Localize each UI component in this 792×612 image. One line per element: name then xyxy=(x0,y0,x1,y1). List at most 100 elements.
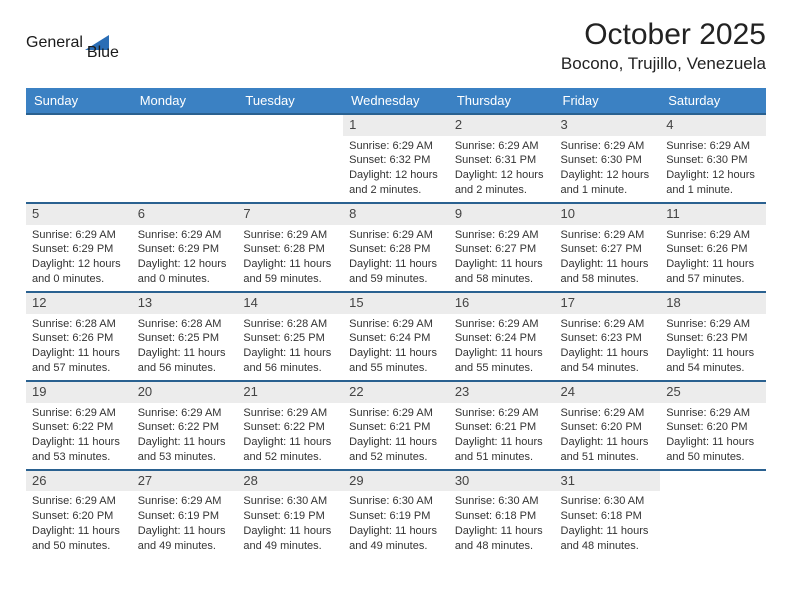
sunrise-line: Sunrise: 6:30 AM xyxy=(243,494,337,509)
daylight-line: Daylight: 11 hours and 51 minutes. xyxy=(455,435,549,465)
day-header: Wednesday xyxy=(343,88,449,114)
day-number: 22 xyxy=(343,382,449,403)
day-number xyxy=(660,471,766,492)
sunset-line: Sunset: 6:20 PM xyxy=(32,509,126,524)
sunrise-line: Sunrise: 6:29 AM xyxy=(561,406,655,421)
day-number: 15 xyxy=(343,293,449,314)
day-number: 12 xyxy=(26,293,132,314)
daylight-line: Daylight: 11 hours and 57 minutes. xyxy=(666,257,760,287)
day-details: Sunrise: 6:30 AMSunset: 6:18 PMDaylight:… xyxy=(555,491,661,557)
day-details: Sunrise: 6:29 AMSunset: 6:27 PMDaylight:… xyxy=(449,225,555,291)
day-number: 11 xyxy=(660,204,766,225)
day-number: 30 xyxy=(449,471,555,492)
daylight-line: Daylight: 12 hours and 2 minutes. xyxy=(349,168,443,198)
calendar-cell: 23Sunrise: 6:29 AMSunset: 6:21 PMDayligh… xyxy=(449,381,555,470)
day-number: 19 xyxy=(26,382,132,403)
sunrise-line: Sunrise: 6:29 AM xyxy=(138,494,232,509)
calendar-cell xyxy=(132,114,238,203)
sunset-line: Sunset: 6:32 PM xyxy=(349,153,443,168)
day-number: 2 xyxy=(449,115,555,136)
day-number: 5 xyxy=(26,204,132,225)
calendar-cell: 11Sunrise: 6:29 AMSunset: 6:26 PMDayligh… xyxy=(660,203,766,292)
day-header: Sunday xyxy=(26,88,132,114)
day-details: Sunrise: 6:29 AMSunset: 6:20 PMDaylight:… xyxy=(26,491,132,557)
calendar-cell: 19Sunrise: 6:29 AMSunset: 6:22 PMDayligh… xyxy=(26,381,132,470)
sunset-line: Sunset: 6:19 PM xyxy=(349,509,443,524)
calendar-cell: 1Sunrise: 6:29 AMSunset: 6:32 PMDaylight… xyxy=(343,114,449,203)
day-details: Sunrise: 6:28 AMSunset: 6:25 PMDaylight:… xyxy=(132,314,238,380)
calendar-cell: 7Sunrise: 6:29 AMSunset: 6:28 PMDaylight… xyxy=(237,203,343,292)
sunset-line: Sunset: 6:30 PM xyxy=(561,153,655,168)
daylight-line: Daylight: 11 hours and 53 minutes. xyxy=(32,435,126,465)
day-number xyxy=(26,115,132,136)
day-header: Saturday xyxy=(660,88,766,114)
sunrise-line: Sunrise: 6:29 AM xyxy=(349,406,443,421)
sunset-line: Sunset: 6:21 PM xyxy=(349,420,443,435)
calendar-cell: 31Sunrise: 6:30 AMSunset: 6:18 PMDayligh… xyxy=(555,470,661,558)
calendar-cell: 27Sunrise: 6:29 AMSunset: 6:19 PMDayligh… xyxy=(132,470,238,558)
calendar-cell: 22Sunrise: 6:29 AMSunset: 6:21 PMDayligh… xyxy=(343,381,449,470)
sunset-line: Sunset: 6:21 PM xyxy=(455,420,549,435)
daylight-line: Daylight: 11 hours and 48 minutes. xyxy=(455,524,549,554)
day-details: Sunrise: 6:29 AMSunset: 6:20 PMDaylight:… xyxy=(660,403,766,469)
daylight-line: Daylight: 11 hours and 58 minutes. xyxy=(561,257,655,287)
day-details: Sunrise: 6:29 AMSunset: 6:29 PMDaylight:… xyxy=(26,225,132,291)
day-number: 21 xyxy=(237,382,343,403)
sunset-line: Sunset: 6:22 PM xyxy=(32,420,126,435)
calendar-cell: 13Sunrise: 6:28 AMSunset: 6:25 PMDayligh… xyxy=(132,292,238,381)
sunrise-line: Sunrise: 6:29 AM xyxy=(32,228,126,243)
daylight-line: Daylight: 11 hours and 57 minutes. xyxy=(32,346,126,376)
day-header: Friday xyxy=(555,88,661,114)
calendar-cell: 15Sunrise: 6:29 AMSunset: 6:24 PMDayligh… xyxy=(343,292,449,381)
day-details: Sunrise: 6:29 AMSunset: 6:29 PMDaylight:… xyxy=(132,225,238,291)
day-number xyxy=(132,115,238,136)
calendar-cell: 20Sunrise: 6:29 AMSunset: 6:22 PMDayligh… xyxy=(132,381,238,470)
sunrise-line: Sunrise: 6:29 AM xyxy=(455,228,549,243)
calendar-cell: 26Sunrise: 6:29 AMSunset: 6:20 PMDayligh… xyxy=(26,470,132,558)
sunrise-line: Sunrise: 6:30 AM xyxy=(561,494,655,509)
logo-text-blue: Blue xyxy=(87,44,119,61)
daylight-line: Daylight: 12 hours and 0 minutes. xyxy=(138,257,232,287)
calendar-cell: 29Sunrise: 6:30 AMSunset: 6:19 PMDayligh… xyxy=(343,470,449,558)
sunset-line: Sunset: 6:27 PM xyxy=(561,242,655,257)
day-number: 18 xyxy=(660,293,766,314)
daylight-line: Daylight: 11 hours and 52 minutes. xyxy=(243,435,337,465)
sunset-line: Sunset: 6:22 PM xyxy=(138,420,232,435)
calendar-cell: 5Sunrise: 6:29 AMSunset: 6:29 PMDaylight… xyxy=(26,203,132,292)
sunrise-line: Sunrise: 6:29 AM xyxy=(455,406,549,421)
sunrise-line: Sunrise: 6:28 AM xyxy=(138,317,232,332)
day-number: 9 xyxy=(449,204,555,225)
sunrise-line: Sunrise: 6:29 AM xyxy=(32,494,126,509)
calendar-cell: 17Sunrise: 6:29 AMSunset: 6:23 PMDayligh… xyxy=(555,292,661,381)
calendar-cell: 4Sunrise: 6:29 AMSunset: 6:30 PMDaylight… xyxy=(660,114,766,203)
calendar-cell: 16Sunrise: 6:29 AMSunset: 6:24 PMDayligh… xyxy=(449,292,555,381)
calendar-week-row: 1Sunrise: 6:29 AMSunset: 6:32 PMDaylight… xyxy=(26,114,766,203)
day-number: 6 xyxy=(132,204,238,225)
sunrise-line: Sunrise: 6:29 AM xyxy=(243,406,337,421)
header: General Blue October 2025 Bocono, Trujil… xyxy=(26,18,766,74)
day-details: Sunrise: 6:29 AMSunset: 6:30 PMDaylight:… xyxy=(660,136,766,202)
day-number: 16 xyxy=(449,293,555,314)
day-number: 3 xyxy=(555,115,661,136)
day-details: Sunrise: 6:29 AMSunset: 6:23 PMDaylight:… xyxy=(555,314,661,380)
sunset-line: Sunset: 6:26 PM xyxy=(666,242,760,257)
calendar-cell: 8Sunrise: 6:29 AMSunset: 6:28 PMDaylight… xyxy=(343,203,449,292)
sunset-line: Sunset: 6:28 PM xyxy=(349,242,443,257)
day-details: Sunrise: 6:29 AMSunset: 6:22 PMDaylight:… xyxy=(132,403,238,469)
sunset-line: Sunset: 6:19 PM xyxy=(138,509,232,524)
day-number: 25 xyxy=(660,382,766,403)
sunset-line: Sunset: 6:30 PM xyxy=(666,153,760,168)
sunrise-line: Sunrise: 6:29 AM xyxy=(561,228,655,243)
calendar-cell: 6Sunrise: 6:29 AMSunset: 6:29 PMDaylight… xyxy=(132,203,238,292)
sunset-line: Sunset: 6:20 PM xyxy=(666,420,760,435)
day-number: 7 xyxy=(237,204,343,225)
day-number: 4 xyxy=(660,115,766,136)
daylight-line: Daylight: 11 hours and 50 minutes. xyxy=(666,435,760,465)
day-details: Sunrise: 6:30 AMSunset: 6:19 PMDaylight:… xyxy=(343,491,449,557)
daylight-line: Daylight: 11 hours and 53 minutes. xyxy=(138,435,232,465)
day-number: 1 xyxy=(343,115,449,136)
sunrise-line: Sunrise: 6:30 AM xyxy=(455,494,549,509)
day-details: Sunrise: 6:29 AMSunset: 6:24 PMDaylight:… xyxy=(343,314,449,380)
day-header: Monday xyxy=(132,88,238,114)
calendar-cell xyxy=(26,114,132,203)
